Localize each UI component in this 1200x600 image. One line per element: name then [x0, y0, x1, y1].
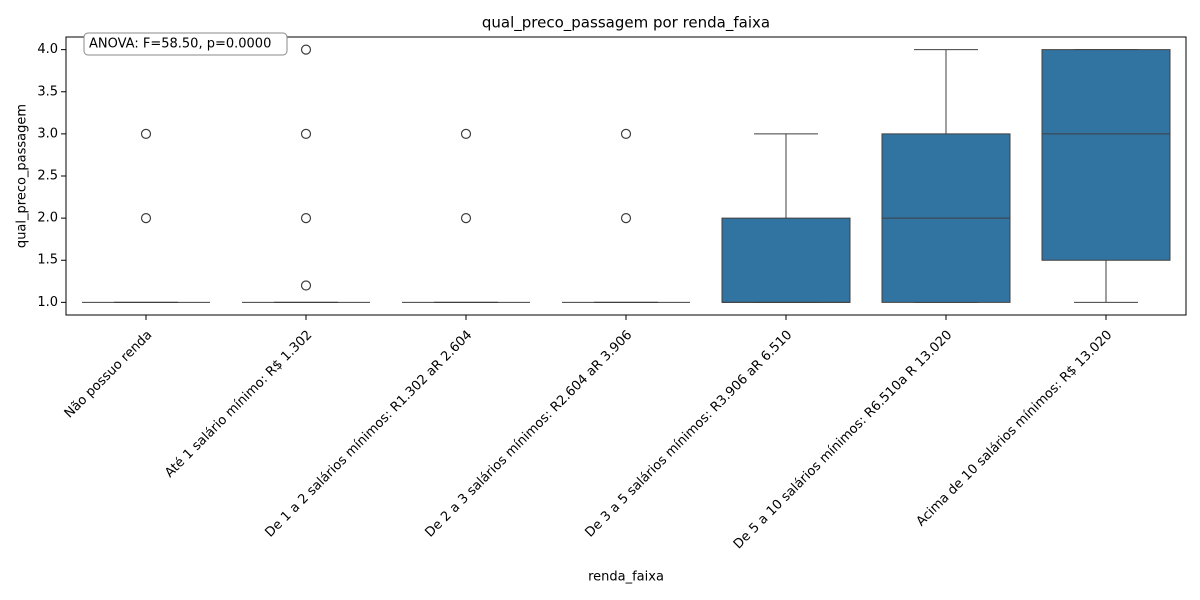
annotation: ANOVA: F=58.50, p=0.0000	[89, 37, 271, 52]
y-axis-label: qual_preco_passagem	[15, 104, 30, 248]
y-tick-label: 2.5	[37, 169, 58, 184]
outlier	[620, 128, 632, 139]
outlier	[300, 280, 312, 291]
x-tick-label: Não possuo renda	[62, 328, 156, 422]
outlier	[300, 128, 312, 139]
x-tick-label: Acima de 10 salários mínimos: R$ 13.020	[914, 328, 1116, 530]
outlier	[620, 213, 632, 224]
outlier	[460, 128, 472, 139]
y-tick-label: 1.5	[37, 253, 58, 268]
annotation-box	[83, 32, 288, 56]
outlier	[140, 213, 152, 224]
x-axis-label: renda_faixa	[588, 570, 664, 585]
y-tick-label: 2.0	[37, 211, 58, 226]
outlier	[140, 128, 152, 139]
y-tick-label: 3.0	[37, 126, 58, 141]
y-tick-label: 4.0	[37, 42, 58, 57]
outlier	[460, 213, 472, 224]
outlier	[300, 44, 312, 55]
outlier	[300, 213, 312, 224]
box	[721, 217, 851, 303]
plot-frame	[65, 36, 1187, 316]
y-tick-label: 1.0	[37, 295, 58, 310]
box	[1041, 49, 1171, 261]
chart-title: qual_preco_passagem por renda_faixa	[482, 14, 770, 33]
x-tick-label: Até 1 salário mínimo: R$ 1.302	[162, 328, 315, 481]
y-tick-label: 3.5	[37, 84, 58, 99]
